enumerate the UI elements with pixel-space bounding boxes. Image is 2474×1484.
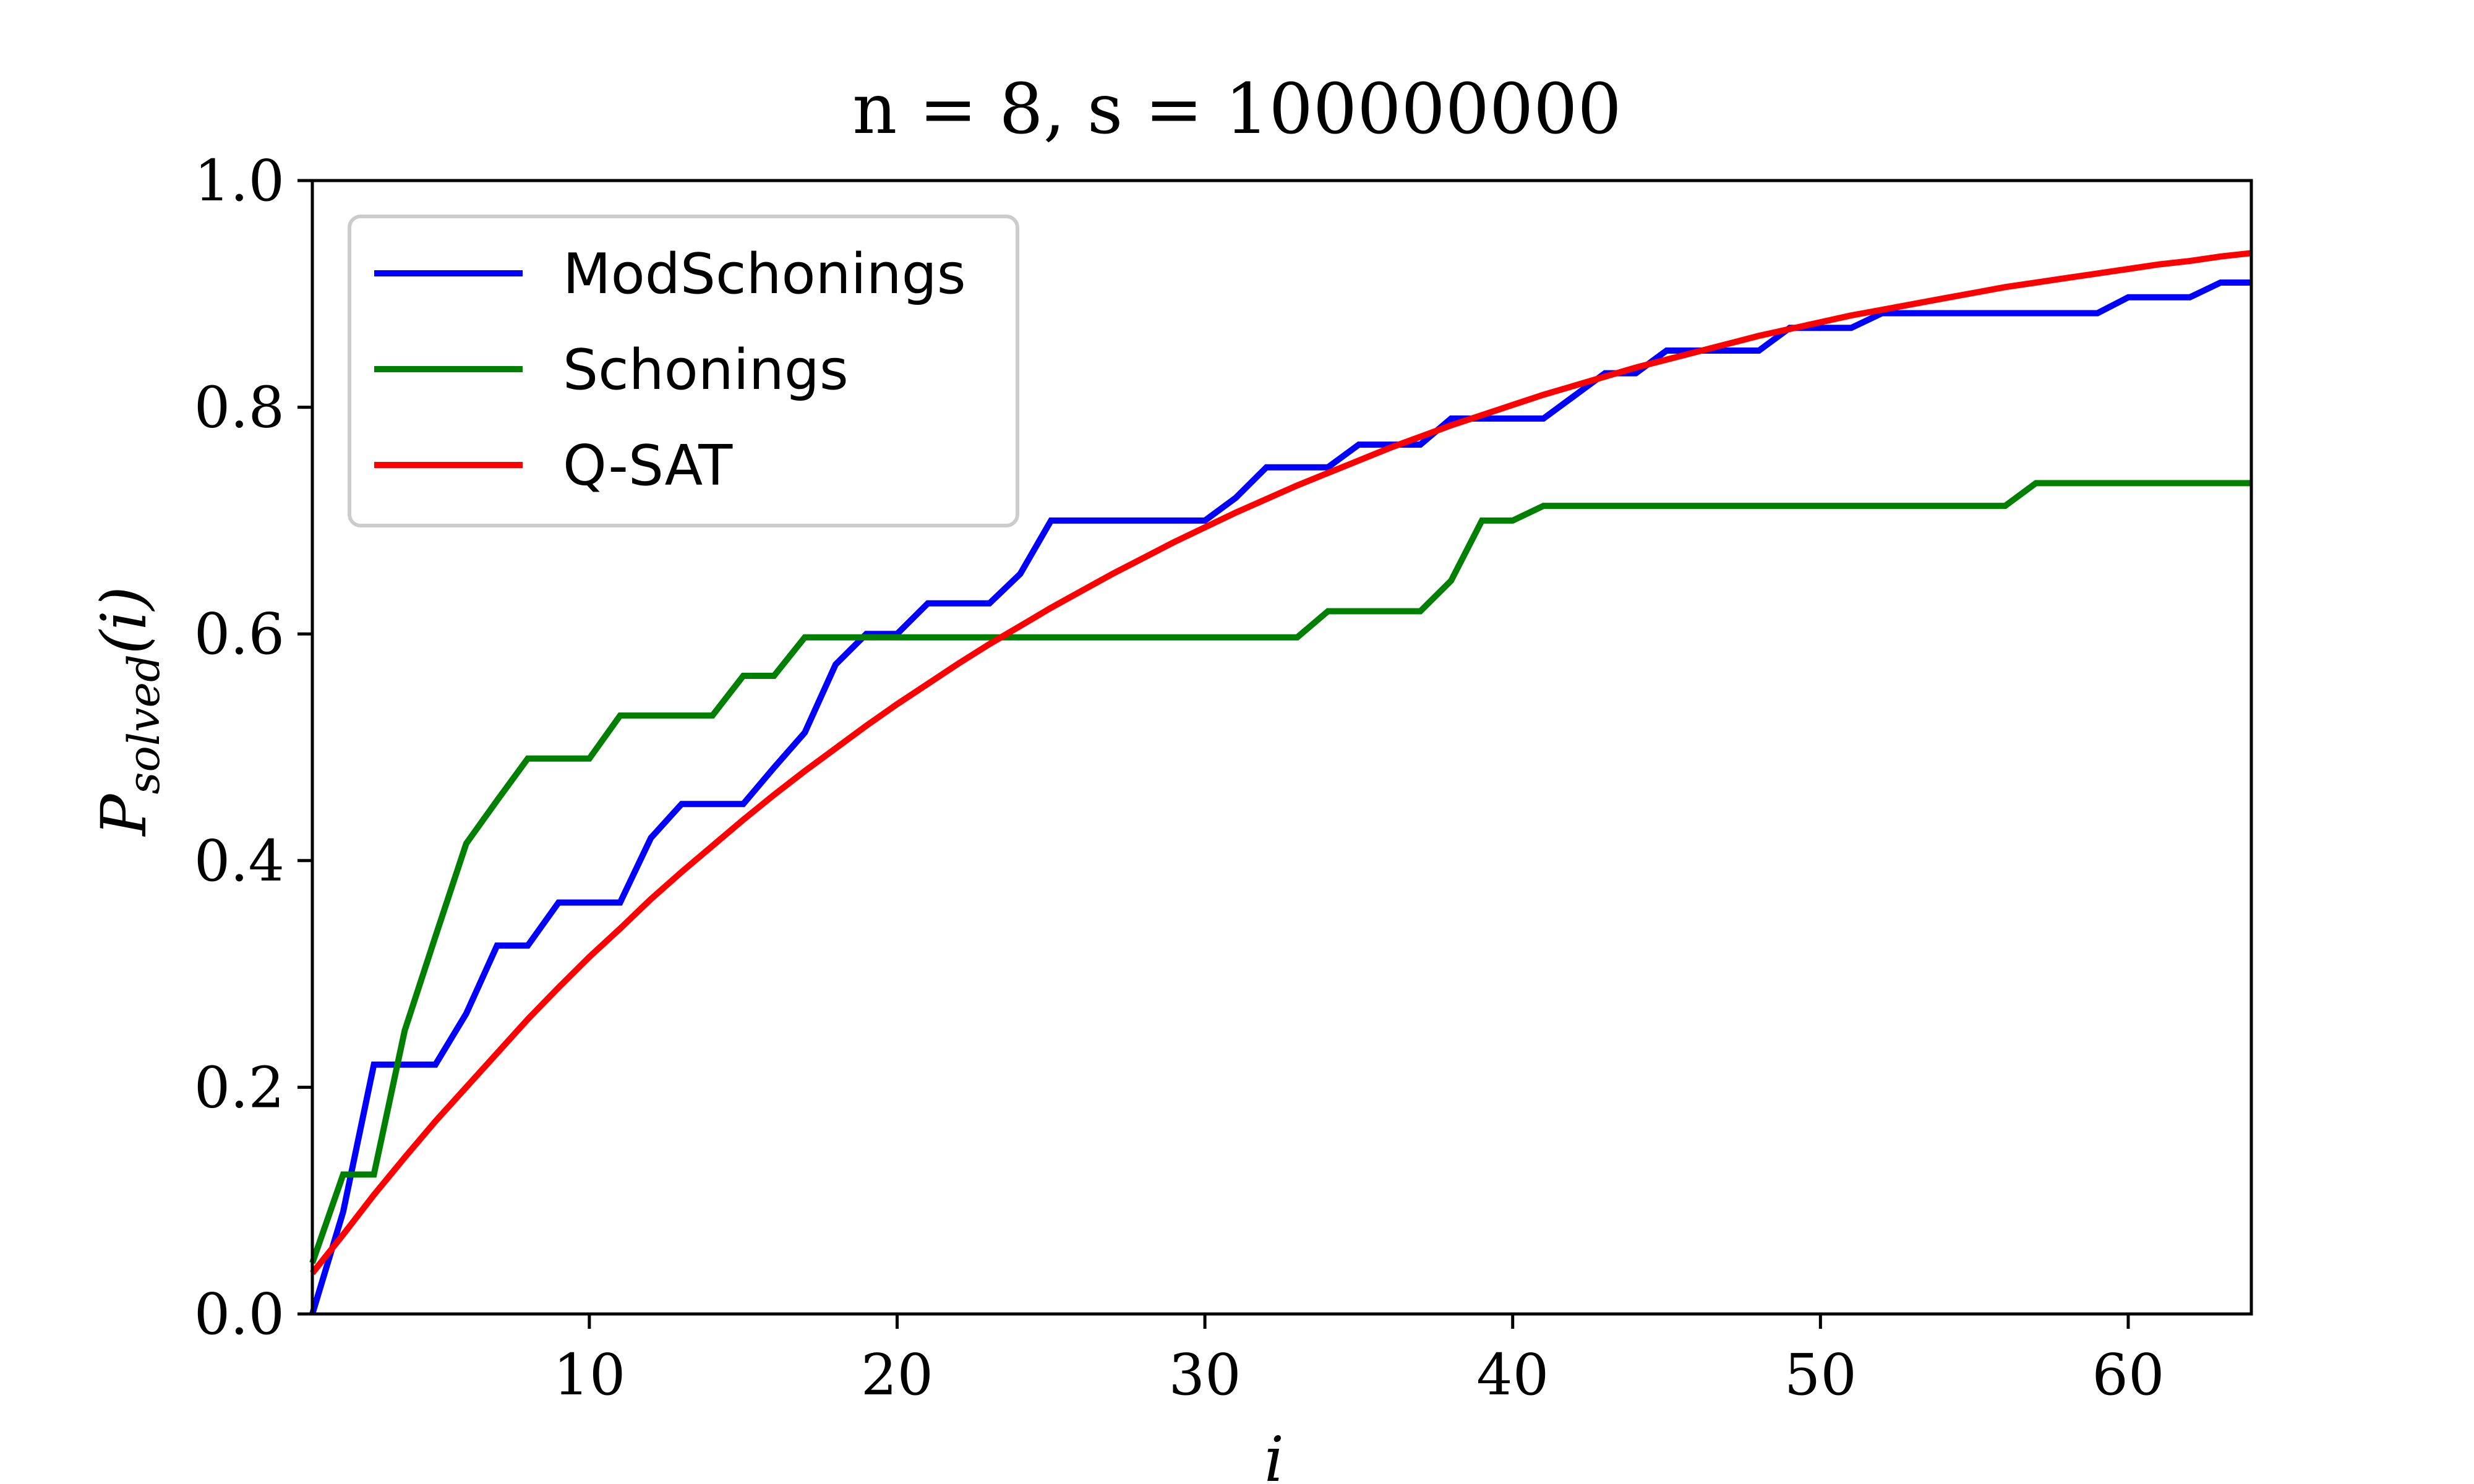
legend-box: [348, 215, 1019, 527]
legend: ModSchonings Schonings Q-SAT: [348, 215, 1019, 527]
x-axis-label: i: [1264, 1423, 1284, 1484]
x-tick-label: 50: [1784, 1342, 1857, 1408]
x-tick-label: 30: [1169, 1342, 1241, 1408]
legend-label-modschonings: ModSchonings: [563, 242, 966, 307]
y-tick-label: 0.2: [194, 1054, 285, 1120]
y-tick-label: 0.0: [194, 1281, 285, 1347]
y-tick-label: 0.8: [194, 375, 285, 441]
series-line-modschonings: [309, 279, 2251, 1315]
plot-frame: [310, 179, 2253, 1316]
legend-label-schonings: Schonings: [563, 338, 849, 403]
y-tick-label: 0.6: [194, 601, 285, 667]
axes: 10 20 30 40 50 60 0.0 0.2 0.4 0.6 0.8 1.0: [194, 148, 2253, 1408]
x-tick-label: 20: [861, 1342, 933, 1408]
y-tick-label: 1.0: [194, 148, 285, 214]
chart-title: n = 8, s = 100000000: [852, 69, 1621, 150]
series-line-q-sat: [310, 250, 2252, 1276]
y-axis-label: Psolved(i): [88, 586, 169, 837]
plot-area: [309, 250, 2252, 1315]
y-axis-label-arg: (i): [88, 586, 160, 654]
y-axis-label-sub: solved: [119, 654, 169, 794]
series-line-schonings: [309, 480, 2251, 1264]
x-tick-label: 40: [1476, 1342, 1549, 1408]
x-tick-label: 10: [553, 1342, 625, 1408]
x-tick-label: 60: [2092, 1342, 2164, 1408]
legend-label-q-sat: Q-SAT: [563, 433, 733, 498]
y-tick-label: 0.4: [194, 828, 285, 894]
y-axis-label-main: P: [88, 793, 160, 837]
